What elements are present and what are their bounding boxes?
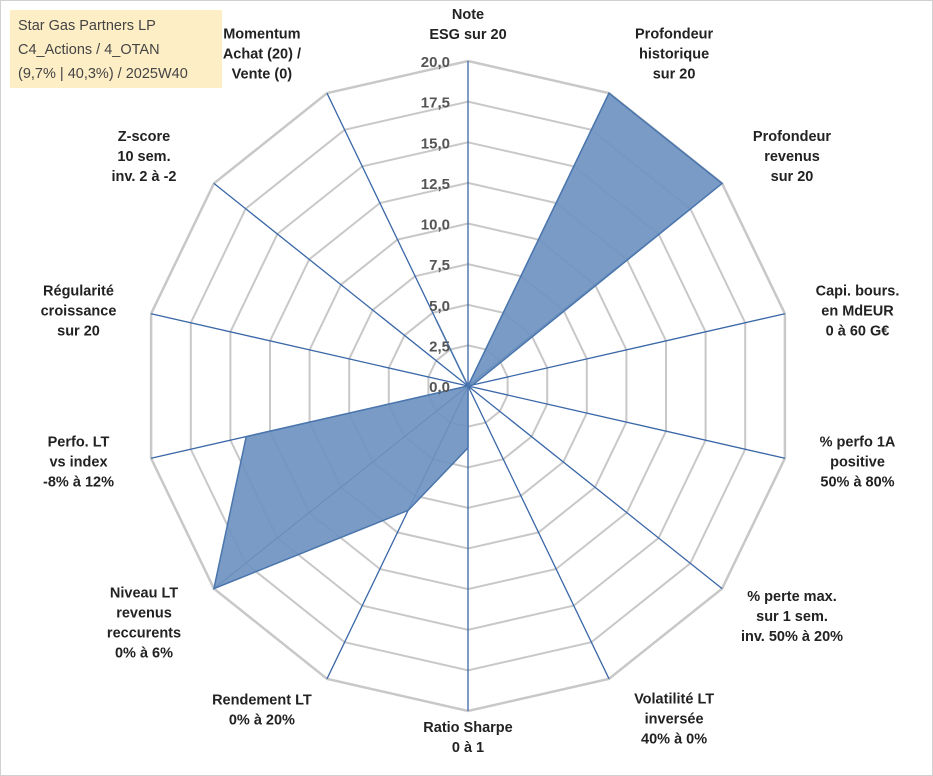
- axis-label-line: inversée: [645, 712, 704, 728]
- axis-label-line: ESG sur 20: [429, 27, 506, 43]
- axis-label-line: Profondeur: [753, 129, 831, 145]
- info-box-background: [10, 10, 222, 88]
- axis-label-line: Rendement LT: [212, 692, 312, 708]
- tick-label: 5,0: [429, 298, 450, 315]
- axis-labels: Note ESG sur 20 Profondeur historique sur 20…: [41, 7, 900, 756]
- axis-label-line: 0 à 60 G€: [826, 324, 890, 340]
- axis-spoke: [467, 385, 610, 680]
- axis-label-line: Perfo. LT: [48, 434, 110, 450]
- info-line-category: C4_Actions / 4_OTAN: [18, 42, 160, 58]
- axis-spoke: [213, 182, 469, 387]
- axis-label-line: sur 20: [57, 324, 100, 340]
- axis-label: Capi. bours. en MdEUR 0 à 60 G€: [816, 284, 900, 340]
- axis-label-line: en MdEUR: [821, 304, 894, 320]
- axis-label-line: Profondeur: [635, 27, 713, 43]
- axis-spoke: [467, 385, 786, 459]
- tick-label: 7,5: [429, 257, 450, 274]
- info-line-company: Star Gas Partners LP: [18, 18, 156, 34]
- axis-label-line: Vente (0): [232, 67, 293, 83]
- axis-label-line: Ratio Sharpe: [423, 720, 512, 736]
- axis-label-line: positive: [830, 454, 885, 470]
- axis-label-line: -8% à 12%: [43, 474, 114, 490]
- axis-label-line: sur 20: [771, 169, 814, 185]
- axis-label-line: Note: [452, 7, 484, 23]
- axis-label: Niveau LT revenus reccurents 0% à 6%: [107, 585, 181, 661]
- axis-label-line: historique: [639, 47, 709, 63]
- axis-label-line: 10 sem.: [117, 149, 170, 165]
- axis-label-line: 0 à 1: [452, 740, 484, 756]
- axis-label: Note ESG sur 20: [429, 7, 506, 43]
- axis-label: % perfo 1A positive 50% à 80%: [820, 434, 896, 490]
- axis-label: Ratio Sharpe 0 à 1: [423, 720, 512, 756]
- axis-label-line: % perte max.: [747, 589, 836, 605]
- axis-spoke: [467, 313, 786, 387]
- axis-label: Perfo. LT vs index -8% à 12%: [43, 434, 114, 490]
- radial-tick-labels: 0,0 2,5 5,0 7,5 10,0 12,5 15,0 17,5 20,0: [421, 54, 450, 396]
- tick-label: 12,5: [421, 176, 450, 193]
- axis-label-line: revenus: [764, 149, 820, 165]
- info-line-stats: (9,7% | 40,3%) / 2025W40: [18, 66, 188, 82]
- axis-label-line: reccurents: [107, 625, 181, 641]
- axis-label: Volatilité LT inversée 40% à 0%: [634, 692, 714, 748]
- axis-label-line: sur 20: [653, 67, 696, 83]
- axis-label: Profondeur revenus sur 20: [753, 129, 831, 185]
- info-box: Star Gas Partners LP C4_Actions / 4_OTAN…: [10, 10, 222, 88]
- axis-label-line: Z-score: [118, 129, 170, 145]
- axis-label-line: 50% à 80%: [820, 474, 894, 490]
- axis-spoke: [467, 385, 723, 590]
- axis-label: Rendement LT 0% à 20%: [212, 692, 312, 728]
- axis-label-line: inv. 2 à -2: [111, 169, 176, 185]
- tick-label: 2,5: [429, 338, 450, 355]
- axis-label-line: 40% à 0%: [641, 732, 707, 748]
- tick-label: 17,5: [421, 95, 450, 112]
- axis-label-line: inv. 50% à 20%: [741, 629, 843, 645]
- axis-spoke: [150, 313, 469, 387]
- axis-label: % perte max. sur 1 sem. inv. 50% à 20%: [741, 589, 843, 645]
- axis-label: Régularité croissance sur 20: [41, 284, 117, 340]
- tick-label: 15,0: [421, 135, 450, 152]
- axis-label: Profondeur historique sur 20: [635, 27, 713, 83]
- axis-label-line: revenus: [116, 605, 172, 621]
- axis-label-line: Volatilité LT: [634, 692, 714, 708]
- series-area: [212, 92, 724, 590]
- axis-label-line: % perfo 1A: [820, 434, 896, 450]
- tick-label: 10,0: [421, 217, 450, 234]
- axis-label: Momentum Achat (20) / Vente (0): [223, 27, 301, 83]
- axis-label-line: sur 1 sem.: [756, 609, 828, 625]
- axis-label-line: Régularité: [43, 284, 114, 300]
- axis-label-line: Achat (20) /: [223, 47, 301, 63]
- axis-label-line: croissance: [41, 304, 117, 320]
- tick-label: 20,0: [421, 54, 450, 71]
- axis-label: Z-score 10 sem. inv. 2 à -2: [111, 129, 176, 185]
- axis-label-line: Capi. bours.: [816, 284, 900, 300]
- axis-label-line: vs index: [49, 454, 107, 470]
- axis-label-line: Momentum: [223, 27, 300, 43]
- axis-label-line: 0% à 20%: [229, 712, 295, 728]
- axis-label-line: Niveau LT: [110, 585, 178, 601]
- radar-series: [212, 92, 724, 590]
- tick-label: 0,0: [429, 379, 450, 396]
- axis-label-line: 0% à 6%: [115, 645, 173, 661]
